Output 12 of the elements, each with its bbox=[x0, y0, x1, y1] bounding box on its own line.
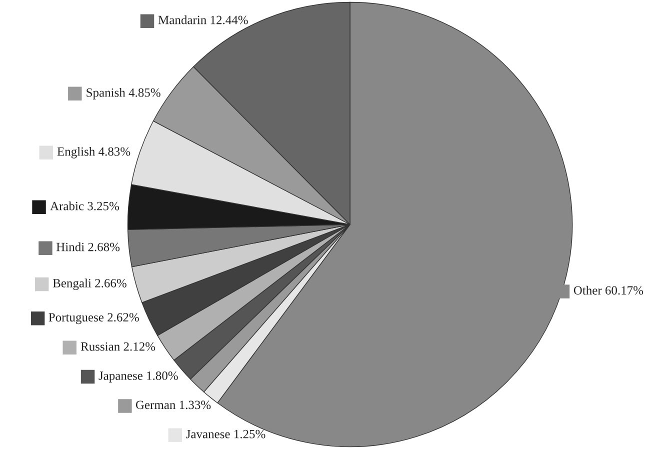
legend-label: Javanese 1.25% bbox=[186, 430, 266, 438]
legend-label: Bengali 2.66% bbox=[52, 278, 126, 290]
legend-label: German 1.33% bbox=[136, 400, 211, 410]
legend-label: Portuguese 2.62% bbox=[48, 313, 139, 324]
legend-label: English 4.83% bbox=[57, 146, 130, 158]
legend-label: Hindi 2.68% bbox=[56, 242, 120, 252]
legend-label: Arabic 3.25% bbox=[50, 202, 120, 210]
legend-label: Russian 2.12% bbox=[80, 342, 156, 351]
legend-label: Spanish 4.85% bbox=[86, 88, 160, 100]
legend-label: Other 60.17% bbox=[574, 286, 644, 295]
legend-label: Mandarin 12.44% bbox=[158, 15, 248, 24]
legend-label: Japanese 1.80% bbox=[98, 371, 178, 382]
